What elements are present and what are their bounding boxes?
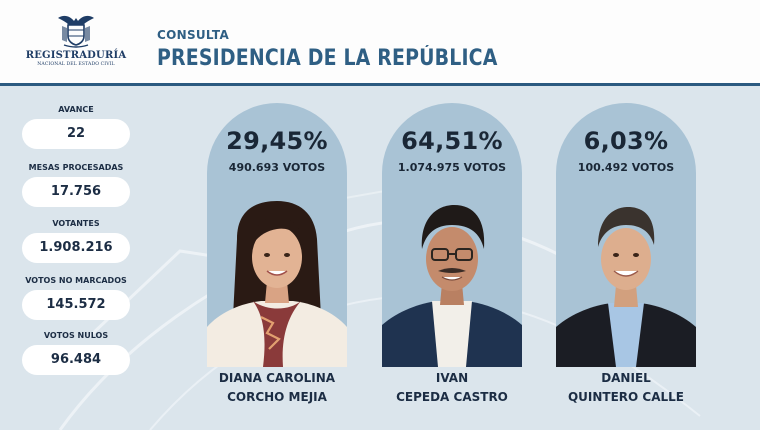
header: REGISTRADURÍA NACIONAL DEL ESTADO CIVIL … — [0, 0, 760, 86]
coat-of-arms-icon — [58, 15, 94, 48]
stat-label: VOTANTES — [52, 219, 100, 228]
candidate-photo — [382, 205, 522, 367]
consulta-label: CONSULTA — [157, 28, 230, 42]
candidate-percent: 6,03% — [583, 127, 669, 155]
page-title: PRESIDENCIA DE LA REPÚBLICA — [157, 46, 498, 71]
stat-label: VOTOS NULOS — [43, 331, 109, 340]
candidate-votes: 1.074.975 VOTOS — [397, 161, 507, 174]
header-divider — [0, 83, 760, 86]
logo-name: REGISTRADURÍA — [25, 50, 127, 61]
candidate-votes: 100.492 VOTOS — [577, 161, 675, 174]
registraduria-logo: REGISTRADURÍA NACIONAL DEL ESTADO CIVIL — [24, 12, 128, 76]
stat-value: 17.756 — [22, 177, 130, 207]
results-panel: AVANCE 22 MESAS PROCESADAS 17.756 VOTANT… — [0, 86, 760, 430]
logo-subtitle: NACIONAL DEL ESTADO CIVIL — [37, 62, 115, 67]
stat-label: AVANCE — [58, 105, 94, 114]
stat-label: VOTOS NO MARCADOS — [25, 276, 127, 285]
candidate-name-line2: CORCHO MEJIA — [227, 390, 327, 404]
candidate-votes: 490.693 VOTOS — [228, 161, 326, 174]
stat-value: 145.572 — [22, 290, 130, 320]
candidate-card-quintero: 6,03% 100.492 VOTOS — [556, 103, 696, 367]
stat-label: MESAS PROCESADAS — [28, 163, 124, 172]
candidate-name-line1: DANIEL — [601, 371, 651, 385]
candidate-photo — [556, 207, 696, 367]
candidate-name-line1: IVAN — [435, 371, 469, 385]
stat-value: 22 — [22, 119, 130, 149]
stat-value: 96.484 — [22, 345, 130, 375]
candidate-name: IVAN CEPEDA CASTRO — [372, 369, 532, 407]
stat-value: 1.908.216 — [22, 233, 130, 263]
candidate-name-line1: DIANA CAROLINA — [218, 371, 336, 385]
candidate-card-cepeda: 64,51% 1.074.975 VOTOS — [382, 103, 522, 367]
candidate-name-line2: CEPEDA CASTRO — [396, 390, 508, 404]
candidate-photo — [207, 201, 347, 367]
candidate-card-corcho: 29,45% 490.693 VOTOS — [207, 103, 347, 367]
candidate-name: DANIEL QUINTERO CALLE — [546, 369, 706, 407]
candidate-name-line2: QUINTERO CALLE — [567, 390, 685, 404]
candidate-name: DIANA CAROLINA CORCHO MEJIA — [197, 369, 357, 407]
candidate-percent: 29,45% — [226, 127, 328, 155]
candidate-percent: 64,51% — [401, 127, 503, 155]
